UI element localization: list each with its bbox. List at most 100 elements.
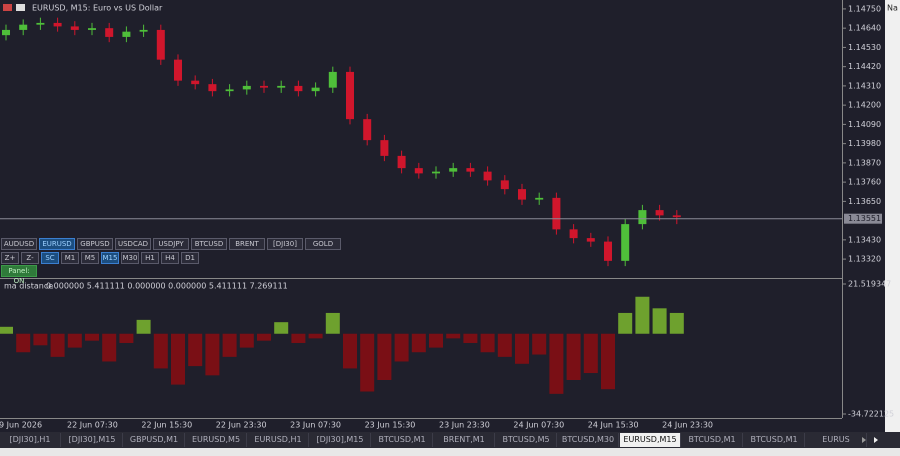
chart-tab[interactable]: EURUS — [806, 433, 867, 447]
timeframe-button[interactable]: H1 — [141, 252, 159, 264]
histogram-bar — [343, 333, 357, 369]
chart-tab[interactable]: BTCUSD,M5 — [496, 433, 557, 447]
tab-scroll-right[interactable] — [874, 437, 878, 443]
timeframe-button[interactable]: M15 — [101, 252, 119, 264]
candle-body — [449, 168, 458, 172]
symbol-button[interactable]: AUDUSD — [1, 238, 37, 250]
symbol-button[interactable]: GBPUSD — [77, 238, 113, 250]
histogram-bar — [583, 333, 598, 374]
histogram-bar — [549, 333, 564, 394]
histogram-bar — [33, 333, 48, 346]
chart-tab[interactable]: BRENT,M1 — [434, 433, 495, 447]
current-price-label: 1.13551 — [848, 214, 881, 223]
candle-body — [380, 140, 389, 156]
candle-body — [191, 80, 200, 85]
x-tick-label: 24 Jun 23:30 — [662, 421, 713, 430]
histogram-bar — [153, 333, 168, 369]
y-tick-label: 1.14530 — [848, 43, 881, 52]
chart-tab[interactable]: EURUSD,H1 — [248, 433, 309, 447]
chart-tab[interactable]: [DJI30],M15 — [62, 433, 123, 447]
timeframe-button[interactable]: D1 — [181, 252, 199, 264]
chart-tab[interactable]: BTCUSD,M1 — [682, 433, 743, 447]
x-tick-label: 23 Jun 23:30 — [439, 421, 490, 430]
tab-scroll-left[interactable] — [862, 437, 866, 443]
panel-toggle[interactable]: Panel: ON — [1, 265, 37, 285]
histogram-bar — [50, 333, 65, 357]
chart-title: EURUSD, M15: Euro vs US Dollar — [32, 4, 163, 13]
candle-body — [328, 71, 337, 88]
candle-body — [483, 171, 492, 181]
histogram-bar — [308, 333, 323, 339]
y-tick-label: 1.13650 — [848, 197, 881, 206]
histogram-bar — [377, 333, 392, 380]
histogram-bar — [669, 312, 684, 334]
chart-tab[interactable]: GBPUSD,M1 — [124, 433, 185, 447]
candle-body — [311, 87, 320, 92]
timeframe-button[interactable]: M30 — [121, 252, 139, 264]
candle-body — [208, 84, 217, 92]
histogram-bar — [85, 333, 99, 341]
status-strip — [0, 448, 900, 456]
histogram-bar — [515, 333, 529, 364]
symbol-button[interactable]: BRENT — [229, 238, 265, 250]
histogram-bar — [222, 333, 237, 357]
side-panel — [885, 0, 900, 432]
histogram-bar — [463, 333, 478, 343]
candle-body — [70, 26, 79, 30]
symbol-button[interactable]: [DJI30] — [267, 238, 303, 250]
x-tick-label: 22 Jun 07:30 — [67, 421, 118, 430]
candle-body — [346, 71, 354, 120]
histogram-bar — [618, 312, 633, 334]
chart-tab[interactable]: BTCUSD,M30 — [558, 433, 619, 447]
chart-tab[interactable]: [DJI30],M15 — [310, 433, 371, 447]
candle-body — [105, 28, 114, 37]
histogram-bar — [411, 333, 426, 353]
symbol-button[interactable]: USDJPY — [153, 238, 189, 250]
histogram-bar — [119, 333, 134, 343]
symbol-button[interactable]: BTCUSD — [191, 238, 227, 250]
timeframe-button[interactable]: M5 — [81, 252, 99, 264]
y-tick-label: -34.722125 — [848, 410, 894, 419]
histogram-bar — [532, 333, 547, 355]
candle-body — [139, 29, 148, 32]
x-tick-label: 19 Jun 2026 — [0, 421, 42, 430]
candle-body — [621, 224, 630, 261]
candle-body — [432, 171, 440, 174]
candle-body — [672, 215, 681, 218]
histogram-bar — [291, 333, 306, 343]
candle-body — [518, 189, 526, 200]
y-tick-label: 1.13980 — [848, 139, 881, 148]
histogram-bar — [360, 333, 375, 392]
histogram-bar — [394, 333, 409, 362]
y-tick-label: 1.14750 — [848, 4, 881, 13]
histogram-bar — [188, 333, 203, 367]
symbol-button[interactable]: USDCAD — [115, 238, 151, 250]
candle-body — [19, 24, 28, 30]
chart-tab[interactable]: [DJI30],H1 — [0, 433, 61, 447]
histogram-bar — [429, 333, 443, 348]
y-tick-label: 1.13760 — [848, 178, 881, 187]
timeframe-button[interactable]: Z- — [21, 252, 39, 264]
symbol-button[interactable]: EURUSD — [39, 238, 75, 250]
symbol-button[interactable]: GOLD — [305, 238, 341, 250]
candle-body — [552, 197, 561, 230]
candle-body — [500, 180, 509, 190]
candle-body — [294, 85, 303, 92]
chart-tab[interactable]: EURUSD,M15 — [620, 433, 681, 447]
timeframe-button[interactable]: Z+ — [1, 252, 19, 264]
candle-body — [2, 29, 10, 36]
candle-body — [569, 229, 578, 239]
chart-tab[interactable]: BTCUSD,M1 — [372, 433, 433, 447]
candle-body — [260, 85, 268, 88]
indicator-values: 0.000000 5.411111 0.000000 0.000000 5.41… — [46, 282, 288, 291]
histogram-bar — [102, 333, 117, 362]
timeframe-button[interactable]: SC — [41, 252, 59, 264]
timeframe-button[interactable]: H4 — [161, 252, 179, 264]
chart-tab[interactable]: EURUSD,M5 — [186, 433, 247, 447]
x-tick-label: 23 Jun 07:30 — [290, 421, 341, 430]
flag-icon — [3, 4, 12, 11]
y-tick-label: 1.13430 — [848, 235, 881, 244]
candle-body — [122, 31, 131, 37]
chart-tab[interactable]: BTCUSD,M1 — [744, 433, 805, 447]
timeframe-button[interactable]: M1 — [61, 252, 79, 264]
